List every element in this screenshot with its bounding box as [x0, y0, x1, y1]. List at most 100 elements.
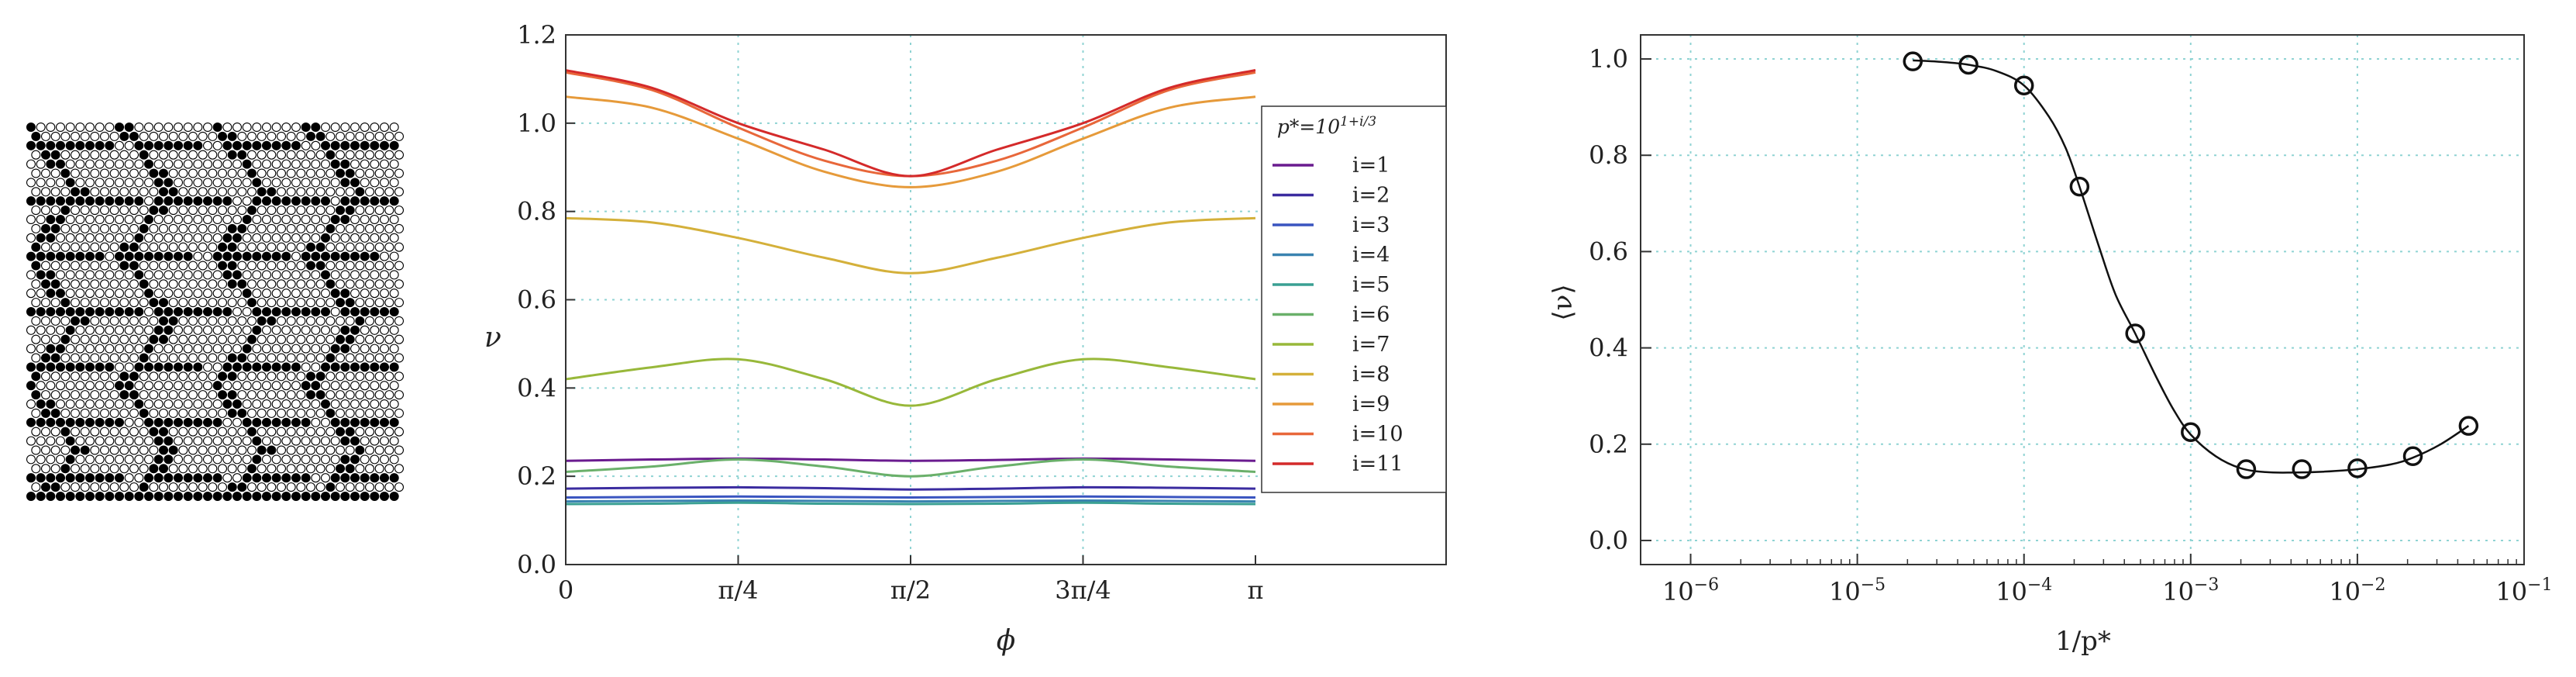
lattice-site [183, 178, 193, 188]
lattice-site [252, 454, 262, 465]
lattice-site [237, 353, 247, 363]
lattice-site [281, 325, 291, 335]
p3-xtick-label: 10−1 [2495, 575, 2552, 606]
lattice-site [198, 408, 208, 418]
lattice-site [143, 362, 154, 372]
lattice-site [315, 242, 325, 252]
lattice-site [183, 454, 193, 465]
lattice-site [374, 242, 384, 252]
lattice-site [99, 187, 110, 197]
lattice-site [252, 140, 262, 150]
lattice-site [374, 316, 384, 326]
lattice-site [384, 242, 394, 252]
lattice-site [325, 353, 336, 363]
lattice-site [286, 371, 296, 382]
lattice-site [90, 445, 100, 455]
lattice-site [202, 491, 213, 502]
lattice-site [114, 454, 125, 465]
lattice-site [267, 464, 277, 474]
lattice-site [114, 233, 125, 243]
lattice-site [374, 298, 384, 308]
lattice-site [65, 436, 75, 446]
lattice-site [193, 306, 203, 317]
lattice-site [246, 445, 257, 455]
lattice-site [46, 270, 56, 280]
lattice-site [46, 233, 56, 243]
lattice-site [374, 261, 384, 271]
p3-data-point [2181, 422, 2201, 442]
lattice-site [261, 362, 272, 372]
lattice-site [178, 168, 188, 178]
lattice-site [311, 251, 321, 261]
lattice-site [55, 344, 66, 354]
lattice-site [315, 279, 325, 289]
lattice-site [232, 362, 243, 372]
lattice-site [360, 122, 370, 133]
lattice-site [178, 298, 188, 308]
lattice-site [227, 187, 237, 197]
lattice-site [267, 150, 277, 160]
lattice-site [364, 482, 375, 492]
lattice-site [305, 223, 316, 233]
lattice-site [188, 334, 198, 344]
lattice-site [164, 159, 174, 169]
lattice-site [374, 334, 384, 344]
lattice-site [36, 454, 46, 465]
lattice-site [193, 473, 203, 483]
lattice-site [168, 464, 178, 474]
lattice-site [364, 206, 375, 216]
p3-data-point [2458, 416, 2479, 436]
lattice-site [379, 454, 390, 465]
lattice-site [60, 408, 71, 418]
lattice-site [124, 306, 134, 317]
lattice-site [119, 427, 129, 437]
lattice-site [119, 223, 129, 233]
legend-items: i=1i=2i=3i=4i=5i=6i=7i=8i=9i=10i=11 [1273, 154, 1403, 476]
lattice-site [168, 242, 178, 252]
lattice-site [301, 399, 311, 409]
lattice-site [153, 491, 164, 502]
lattice-site [198, 131, 208, 141]
lattice-site [305, 279, 316, 289]
lattice-site [143, 491, 154, 502]
lattice-site [60, 150, 71, 160]
lattice-site [360, 417, 370, 427]
lattice-site [36, 381, 46, 391]
lattice-site [158, 187, 169, 197]
lattice-site [325, 464, 336, 474]
lattice-site [364, 242, 375, 252]
lattice-site [315, 390, 325, 400]
lattice-site [291, 344, 301, 354]
series-i-2 [565, 485, 1256, 491]
p2-xtick-label: π/2 [890, 575, 931, 605]
lattice-site [389, 381, 399, 391]
lattice-site [60, 187, 71, 197]
lattice-site [222, 306, 232, 317]
lattice-site [276, 316, 287, 326]
lattice-site [178, 242, 188, 252]
lattice-site [291, 362, 301, 372]
lattice-site [252, 417, 262, 427]
lattice-site [55, 140, 66, 150]
lattice-site [105, 122, 115, 133]
lattice-site [237, 427, 247, 437]
lattice-site [232, 306, 243, 317]
lattice-site [129, 464, 139, 474]
lattice-site [315, 298, 325, 308]
lattice-site [55, 399, 66, 409]
lattice-site [208, 187, 218, 197]
p3-ytick-label: 1.0 [1589, 44, 1628, 74]
lattice-site [80, 223, 90, 233]
lattice-site [325, 298, 336, 308]
lattice-site [315, 427, 325, 437]
lattice-site [305, 316, 316, 326]
lattice-site [257, 131, 267, 141]
lattice-site [109, 131, 119, 141]
lattice-site [80, 279, 90, 289]
lattice-site [40, 279, 51, 289]
lattice-site [139, 427, 149, 437]
lattice-site [227, 464, 237, 474]
lattice-site [208, 371, 218, 382]
lattice-site [364, 187, 375, 197]
